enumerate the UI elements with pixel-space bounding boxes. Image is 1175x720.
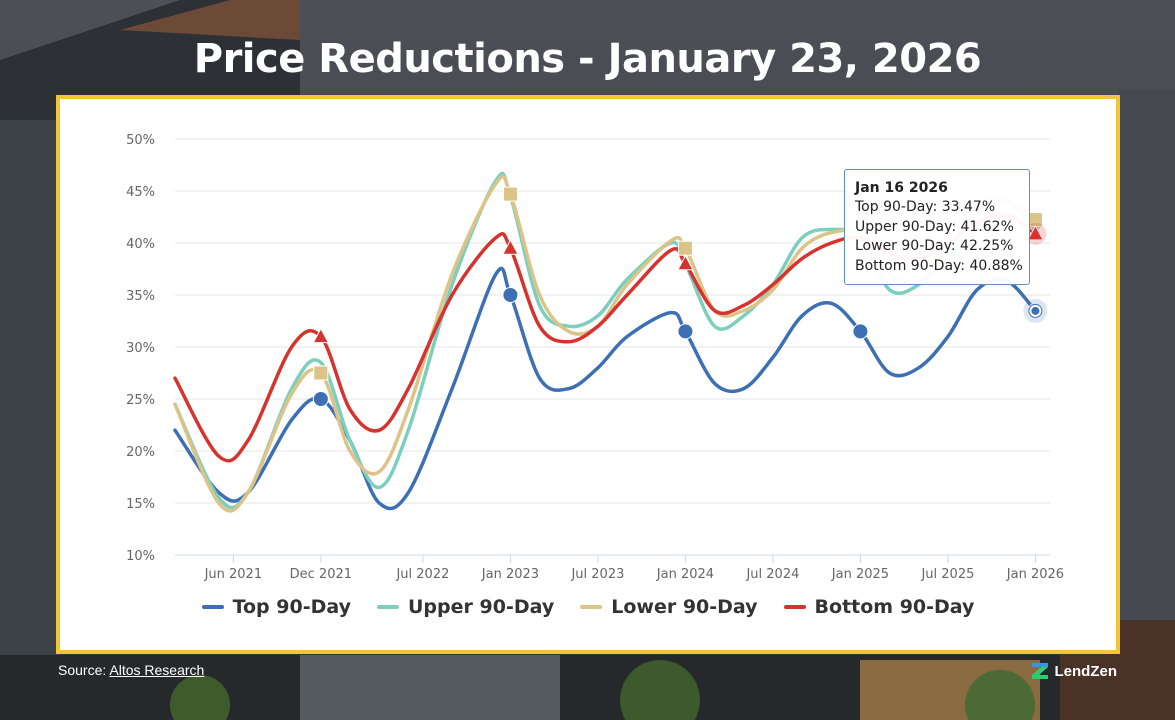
- legend-label-upper: Upper 90-Day: [408, 596, 555, 618]
- marker-bottom-90-day: [312, 327, 330, 344]
- legend-swatch-bottom: [783, 605, 806, 609]
- legend-swatch-top: [201, 605, 224, 609]
- marker-top-90-day: [502, 287, 519, 303]
- series-line-upper-90-day: [173, 171, 1038, 510]
- x-tick-label: Jun 2021: [204, 567, 263, 582]
- legend-label-lower: Lower 90-Day: [611, 596, 758, 618]
- marker-top-90-day: [852, 323, 869, 340]
- marker-bottom-90-day: [677, 254, 694, 271]
- legend-swatch-lower: [580, 605, 603, 609]
- y-tick-label: 50%: [126, 133, 155, 148]
- tooltip-title: Jan 16 2026: [855, 180, 948, 196]
- x-tick-label: Jul 2022: [395, 567, 449, 582]
- x-tick-label: Jan 2023: [481, 567, 539, 582]
- brand-logo[interactable]: LendZen: [1031, 662, 1118, 680]
- hover-point-top: [1029, 304, 1042, 317]
- legend-item-bottom[interactable]: Bottom 90-Day: [783, 596, 975, 618]
- y-tick-label: 25%: [126, 393, 155, 408]
- legend-item-lower[interactable]: Lower 90-Day: [580, 596, 758, 618]
- legend-swatch-upper: [377, 605, 399, 609]
- y-tick-label: 20%: [126, 445, 155, 460]
- x-tick-label: Jan 2024: [656, 567, 714, 582]
- x-tick-label: Jul 2024: [745, 567, 799, 582]
- x-tick-label: Jan 2025: [831, 567, 889, 582]
- legend-label-top: Top 90-Day: [232, 596, 351, 618]
- marker-lower-90-day: [313, 365, 329, 381]
- brand-name: LendZen: [1054, 662, 1118, 680]
- y-tick-label: 45%: [126, 185, 155, 200]
- marker-lower-90-day: [502, 186, 518, 202]
- y-tick-label: 40%: [126, 237, 155, 252]
- y-tick-label: 15%: [126, 497, 155, 512]
- legend-item-top[interactable]: Top 90-Day: [201, 596, 351, 618]
- x-tick-label: Dec 2021: [290, 567, 352, 582]
- legend-label-bottom: Bottom 90-Day: [814, 596, 975, 618]
- y-tick-label: 35%: [126, 289, 155, 304]
- lendzen-z-icon: [1031, 663, 1048, 679]
- x-tick-label: Jul 2023: [570, 567, 624, 582]
- chart-tooltip: Jan 16 2026 Top 90-Day: 33.47% Upper 90-…: [844, 169, 1030, 285]
- x-tick-label: Jan 2026: [1006, 567, 1064, 582]
- chart-legend: Top 90-Day Upper 90-Day Lower 90-Day Bot…: [60, 596, 1116, 618]
- series-line-top-90-day: [173, 266, 1038, 511]
- y-tick-label: 30%: [126, 341, 155, 356]
- tooltip-row-bottom: Bottom 90-Day: 40.88%: [855, 257, 1023, 274]
- source-prefix: Source:: [58, 662, 107, 678]
- marker-bottom-90-day: [502, 239, 519, 255]
- tooltip-row-lower: Lower 90-Day: 42.25%: [855, 238, 1014, 254]
- tooltip-row-upper: Upper 90-Day: 41.62%: [855, 218, 1014, 235]
- legend-item-upper[interactable]: Upper 90-Day: [377, 596, 554, 618]
- marker-bottom-90-day: [1027, 224, 1044, 241]
- y-tick-label: 10%: [126, 549, 155, 564]
- chart-frame: 10% 15% 20% 25% 30% 35% 40% 45% 50% Jun 2021 Dec 2…: [56, 95, 1120, 654]
- marker-lower-90-day: [677, 240, 693, 256]
- marker-top-90-day: [677, 323, 694, 340]
- marker-top-90-day: [312, 391, 329, 407]
- tooltip-row-top: Top 90-Day: 33.47%: [855, 199, 996, 215]
- source-link[interactable]: Altos Research: [109, 662, 205, 678]
- page-title: Price Reductions - January 23, 2026: [193, 36, 982, 82]
- footer-source: Source: Altos Research: [58, 662, 204, 678]
- x-tick-label: Jul 2025: [920, 567, 974, 582]
